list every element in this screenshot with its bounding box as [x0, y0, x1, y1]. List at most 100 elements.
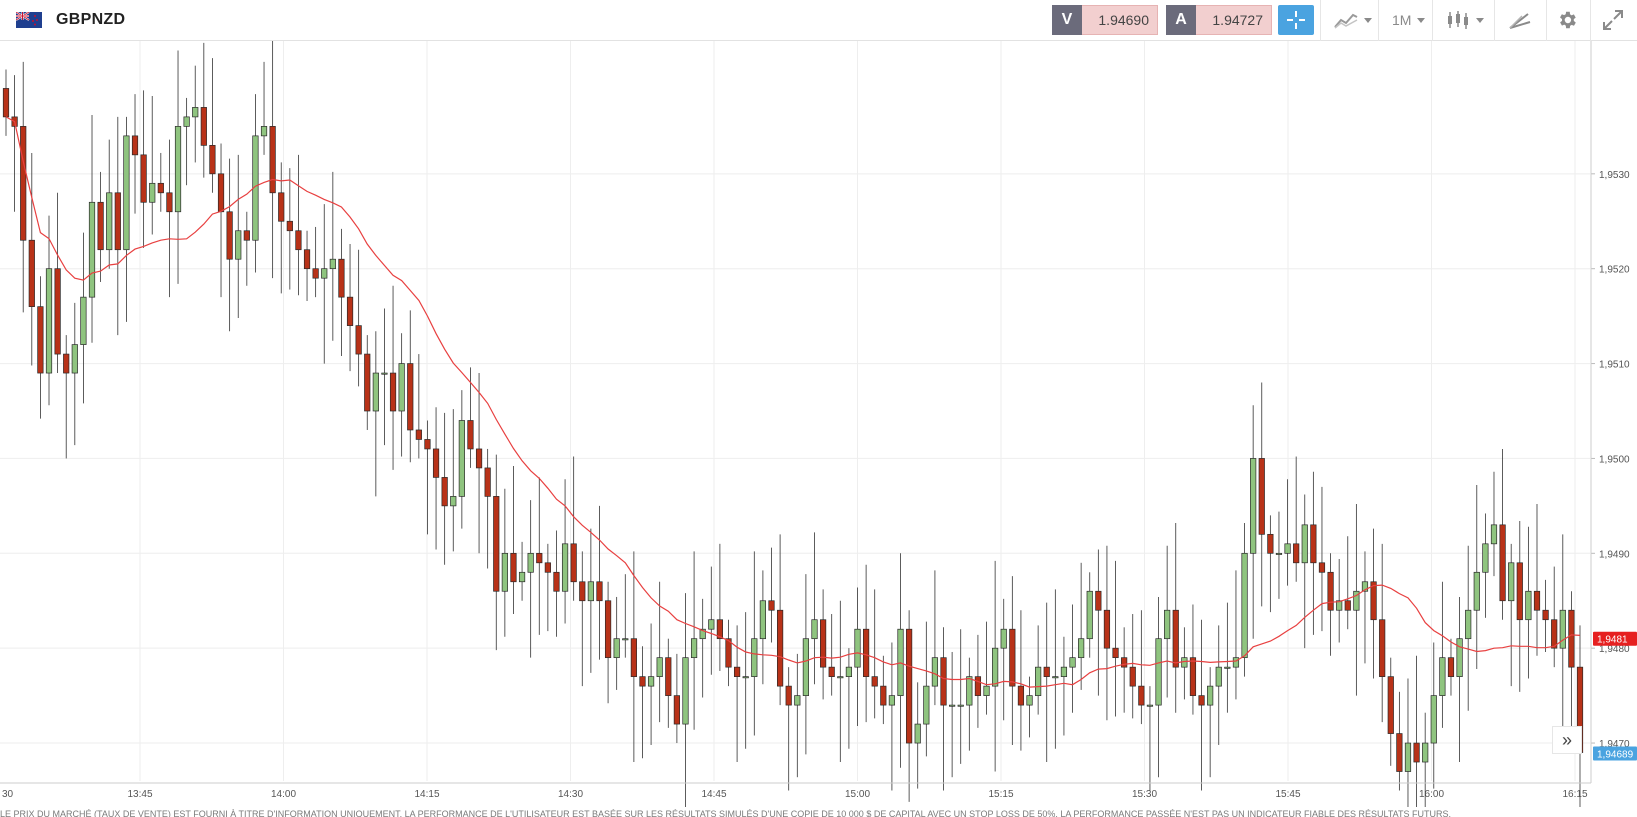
buy-quote-button[interactable]: A 1.94727 — [1166, 5, 1272, 35]
candle — [1387, 657, 1394, 766]
toolbar-divider — [1432, 0, 1433, 41]
toolbar-divider — [1546, 0, 1547, 41]
collapse-panel-button[interactable]: » — [1552, 726, 1582, 754]
candle — [1112, 560, 1119, 717]
candle — [992, 560, 999, 772]
x-tick-label: 15:45 — [1275, 789, 1300, 800]
sell-price: 1.94690 — [1082, 5, 1158, 35]
candle-body-down — [493, 496, 500, 592]
candle-body-down — [604, 600, 612, 659]
candle — [114, 116, 121, 336]
candle-body-down — [974, 676, 982, 696]
indicators-button[interactable] — [1446, 8, 1484, 32]
candle — [1207, 667, 1214, 778]
candle-body-up — [751, 638, 758, 677]
candle-body-down — [1344, 600, 1351, 611]
gear-icon — [1560, 11, 1576, 29]
candle-body-down — [1267, 533, 1274, 554]
candle-body-down — [97, 201, 104, 251]
candle — [123, 116, 130, 322]
candle-body-down — [665, 657, 672, 696]
candle-body-down — [1043, 666, 1050, 677]
timeframe-button[interactable]: 1M — [1392, 8, 1426, 32]
y-tick-label: 1,9520 — [1599, 265, 1630, 276]
candle-body-up — [1250, 458, 1257, 554]
candle-body-down — [2, 88, 10, 118]
candle — [364, 335, 371, 430]
candle-body-up — [647, 676, 655, 687]
candle-body-down — [1009, 628, 1016, 687]
settings-button[interactable] — [1556, 8, 1578, 32]
candle-body-up — [708, 619, 715, 630]
candle-body-down — [1542, 609, 1549, 621]
price-labels: 1,9481 1,94689 — [1593, 631, 1637, 761]
candle — [1533, 503, 1541, 656]
fullscreen-button[interactable] — [1602, 8, 1624, 32]
candle-body-down — [295, 230, 302, 251]
x-tick-label: 15:15 — [988, 789, 1013, 800]
candle-body-up — [398, 363, 405, 412]
candle-body-down — [785, 685, 792, 706]
candle-body-down — [1095, 590, 1102, 611]
candle-body-up — [1508, 562, 1515, 602]
candle-body-up — [794, 695, 801, 706]
crosshair-button[interactable] — [1278, 5, 1314, 35]
current-price-label-bg — [1593, 746, 1637, 761]
candle — [716, 543, 723, 671]
candle — [880, 655, 887, 725]
candle — [1551, 566, 1558, 668]
candle — [1103, 545, 1111, 721]
candle-body-down — [940, 657, 947, 706]
candle-body-up — [923, 685, 930, 725]
candle — [2, 69, 10, 136]
candle — [252, 94, 259, 273]
candle-body-up — [450, 496, 457, 507]
candle — [1361, 551, 1369, 664]
candle — [837, 600, 844, 763]
candle-body-up — [1035, 666, 1042, 696]
candle-body-down — [243, 230, 250, 241]
candle-body-up — [1490, 524, 1498, 545]
sell-quote-button[interactable]: V 1.94690 — [1052, 5, 1158, 35]
candle-body-up — [381, 372, 388, 375]
candle-body-down — [1258, 458, 1265, 535]
candle-body-down — [1198, 695, 1205, 706]
candle — [501, 488, 508, 637]
candle — [820, 589, 827, 700]
candle — [467, 367, 474, 468]
candlestick-chart[interactable]: 1,95301,95201,95101,95001,94901,94801,94… — [0, 41, 1637, 807]
candle — [708, 566, 715, 675]
candle — [1172, 522, 1179, 713]
candle-body-up — [949, 704, 956, 707]
candle — [278, 162, 285, 294]
candle — [484, 448, 491, 569]
candle — [1353, 503, 1360, 696]
instrument-symbol[interactable]: GBPNZD — [56, 11, 126, 28]
candle-body-up — [260, 126, 268, 137]
candle — [1293, 456, 1300, 582]
candle-body-down — [389, 372, 397, 412]
candle — [1499, 448, 1506, 620]
x-tick-label: 16:15 — [1562, 789, 1587, 800]
candle-body-up — [561, 543, 569, 592]
candle — [235, 154, 242, 319]
candle-body-up — [1215, 666, 1222, 687]
candle — [1439, 581, 1446, 728]
candle — [1043, 602, 1050, 763]
candle — [355, 249, 362, 387]
candle-body-up — [1241, 552, 1248, 659]
candle — [1086, 572, 1093, 658]
candle — [166, 139, 173, 298]
candle — [424, 420, 431, 535]
candle — [1404, 678, 1412, 807]
candle — [1232, 570, 1240, 700]
candle-body-up — [1086, 590, 1093, 640]
draw-tools-button[interactable] — [1508, 8, 1532, 32]
candle-body-up — [88, 201, 96, 298]
candle-body-down — [716, 619, 723, 640]
buy-label: A — [1166, 5, 1196, 35]
chart-type-button[interactable] — [1334, 8, 1372, 32]
candle-body-down — [1533, 590, 1541, 611]
candle-body-down — [673, 695, 680, 725]
candle — [209, 58, 216, 193]
